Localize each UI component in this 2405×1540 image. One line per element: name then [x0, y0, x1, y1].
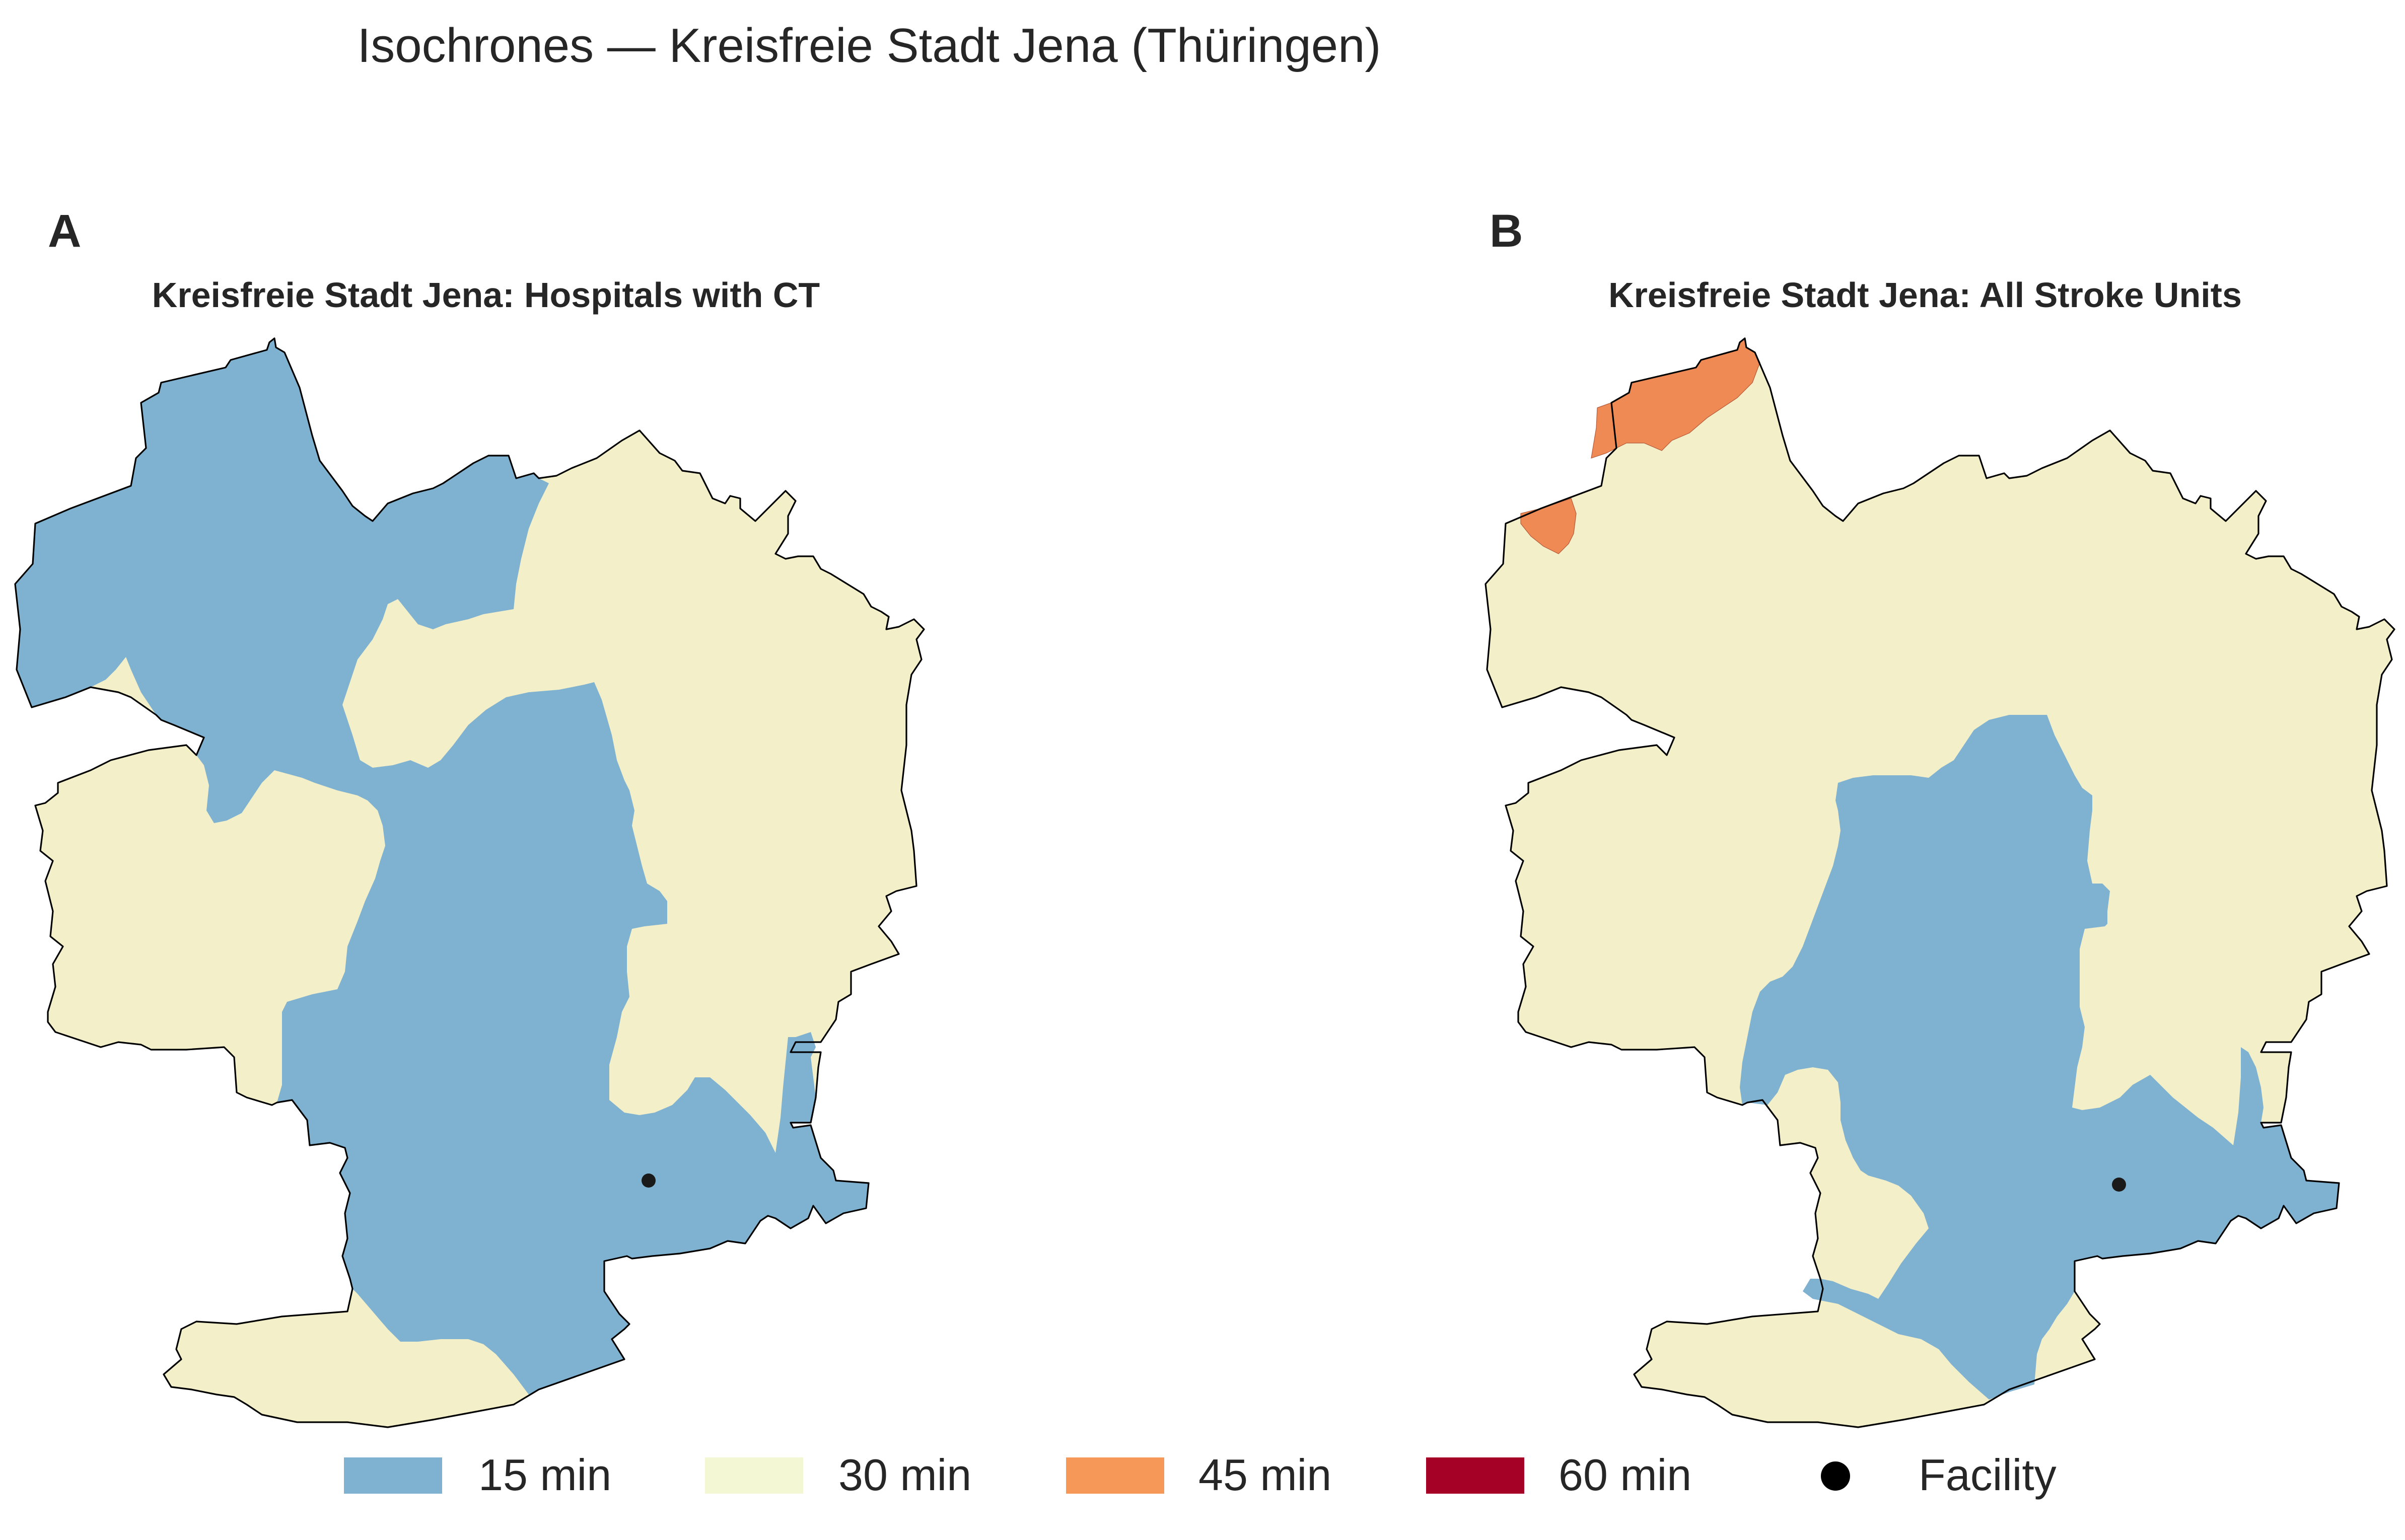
panel-b-facility-marker	[2112, 1178, 2126, 1192]
legend-swatch-45min	[1066, 1457, 1164, 1494]
legend-label-60min: 60 min	[1559, 1450, 1691, 1500]
panel-b-letter: B	[1490, 205, 1523, 257]
legend-label-facility: Facility	[1919, 1450, 2057, 1500]
legend-item-15min: 15 min	[344, 1450, 611, 1500]
panel-a: A Kreisfreie Stadt Jena: Hospitals with …	[14, 205, 925, 1428]
figure-title: Isochrones — Kreisfreie Stadt Jena (Thür…	[358, 19, 1381, 72]
panel-b-title: Kreisfreie Stadt Jena: All Stroke Units	[1608, 275, 2242, 315]
legend-item-45min: 45 min	[1066, 1450, 1331, 1500]
legend-item-60min: 60 min	[1426, 1450, 1691, 1500]
panel-b-zone-15min	[1740, 715, 2339, 1400]
panel-a-title: Kreisfreie Stadt Jena: Hospitals with CT	[152, 275, 820, 315]
panel-b: B Kreisfreie Stadt Jena: All Stroke Unit…	[1484, 205, 2395, 1428]
legend-swatch-60min	[1426, 1457, 1524, 1494]
legend-label-15min: 15 min	[478, 1450, 611, 1500]
panel-a-letter: A	[48, 205, 81, 257]
legend-item-facility: Facility	[1821, 1450, 2057, 1500]
legend-label-30min: 30 min	[838, 1450, 971, 1500]
panel-a-facility-marker	[642, 1174, 656, 1188]
legend-swatch-15min	[344, 1457, 442, 1494]
panel-a-zone-15min-central	[277, 682, 869, 1395]
legend-item-30min: 30 min	[705, 1450, 971, 1500]
panel-a-zone-15min-northwest	[15, 338, 549, 823]
panel-a-map	[14, 337, 925, 1428]
legend-label-45min: 45 min	[1198, 1450, 1331, 1500]
panel-b-map	[1484, 337, 2395, 1428]
legend-swatch-30min	[705, 1457, 803, 1494]
legend-facility-marker	[1821, 1461, 1850, 1491]
legend: 15 min 30 min 45 min 60 min Facility	[344, 1450, 2057, 1500]
